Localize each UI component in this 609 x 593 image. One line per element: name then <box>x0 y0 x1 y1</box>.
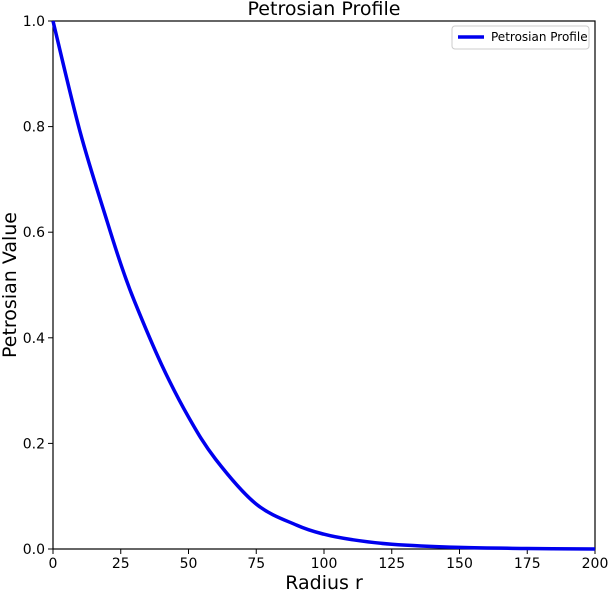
series-line-petrosian-profile <box>51 20 596 551</box>
x-axis-ticks: 0 25 50 75 100 125 150 175 200 <box>49 549 609 572</box>
x-tick-label: 75 <box>247 556 265 572</box>
x-tick-label: 175 <box>514 556 541 572</box>
x-tick-label: 50 <box>180 556 198 572</box>
x-tick-label: 150 <box>446 556 473 572</box>
x-axis-label: Radius r <box>285 572 363 593</box>
y-tick-label: 0.6 <box>23 225 45 241</box>
y-axis-ticks: 0.0 0.2 0.4 0.6 0.8 1.0 <box>23 14 53 558</box>
plot-area <box>52 20 596 550</box>
x-tick-label: 125 <box>378 556 405 572</box>
y-tick-label: 1.0 <box>23 14 45 30</box>
y-tick-label: 0.0 <box>23 542 45 558</box>
series-layer <box>51 20 596 551</box>
x-tick-label: 100 <box>311 556 338 572</box>
x-tick-label: 25 <box>112 556 130 572</box>
legend-label: Petrosian Profile <box>491 30 588 44</box>
x-tick-label: 200 <box>582 556 609 572</box>
y-tick-label: 0.8 <box>23 120 45 136</box>
y-tick-label: 0.4 <box>23 331 45 347</box>
y-tick-label: 0.2 <box>23 436 45 452</box>
legend: Petrosian Profile <box>451 25 590 50</box>
x-tick-label: 0 <box>49 556 58 572</box>
chart-title: Petrosian Profile <box>248 0 401 20</box>
y-axis-label: Petrosian Value <box>0 212 21 358</box>
legend-box <box>451 25 590 50</box>
